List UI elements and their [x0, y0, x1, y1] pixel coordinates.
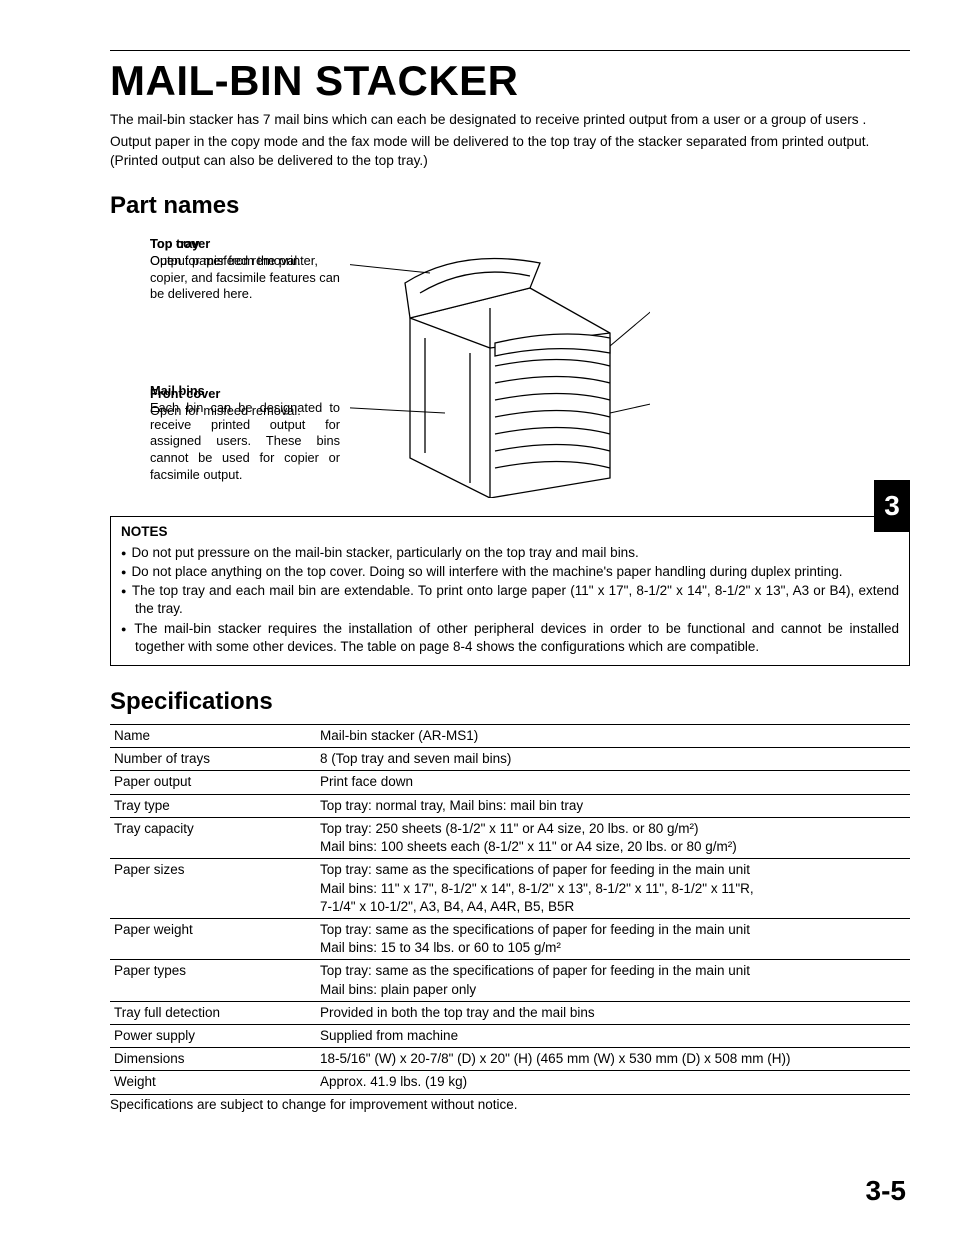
spec-value: Top tray: 250 sheets (8-1/2" x 11" or A4… [312, 817, 910, 858]
table-row: Paper typesTop tray: same as the specifi… [110, 960, 910, 1001]
spec-key: Paper weight [110, 918, 312, 959]
intro-paragraph-1: The mail-bin stacker has 7 mail bins whi… [110, 111, 910, 129]
spec-value: 18-5/16" (W) x 20-7/8" (D) x 20" (H) (46… [312, 1048, 910, 1071]
spec-key: Paper output [110, 771, 312, 794]
spec-value: Supplied from machine [312, 1025, 910, 1048]
spec-key: Number of trays [110, 748, 312, 771]
spec-key: Tray type [110, 794, 312, 817]
spec-key: Name [110, 724, 312, 747]
table-row: Tray typeTop tray: normal tray, Mail bin… [110, 794, 910, 817]
specifications-table: NameMail-bin stacker (AR-MS1)Number of t… [110, 724, 910, 1095]
section-part-names: Part names [110, 192, 910, 220]
section-specifications: Specifications [110, 688, 910, 716]
spec-footnote: Specifications are subject to change for… [110, 1097, 910, 1112]
spec-key: Weight [110, 1071, 312, 1094]
page-title: MAIL-BIN STACKER [110, 57, 910, 105]
spec-value: Top tray: same as the specifications of … [312, 960, 910, 1001]
top-rule [110, 50, 910, 51]
spec-key: Dimensions [110, 1048, 312, 1071]
spec-key: Paper sizes [110, 859, 312, 919]
callout-top-tray: Top tray Output paper from the printer, … [150, 236, 340, 303]
spec-value: Mail-bin stacker (AR-MS1) [312, 724, 910, 747]
part-names-diagram: Top cover Open for misfeed removal. Fron… [150, 228, 910, 508]
callout-mail-bins: Mail bins Each bin can be designated to … [150, 383, 340, 483]
table-row: WeightApprox. 41.9 lbs. (19 kg) [110, 1071, 910, 1094]
note-item: Do not put pressure on the mail-bin stac… [121, 544, 899, 562]
intro-paragraph-2: Output paper in the copy mode and the fa… [110, 133, 910, 170]
table-row: NameMail-bin stacker (AR-MS1) [110, 724, 910, 747]
notes-box: NOTES Do not put pressure on the mail-bi… [110, 516, 910, 666]
note-item: The mail-bin stacker requires the instal… [121, 620, 899, 656]
spec-value: Top tray: normal tray, Mail bins: mail b… [312, 794, 910, 817]
spec-key: Power supply [110, 1025, 312, 1048]
spec-value: Print face down [312, 771, 910, 794]
note-item: Do not place anything on the top cover. … [121, 563, 899, 581]
top-tray-label: Top tray [150, 236, 200, 251]
table-row: Tray full detectionProvided in both the … [110, 1001, 910, 1024]
mail-bin-stacker-icon [350, 238, 650, 498]
table-row: Dimensions18-5/16" (W) x 20-7/8" (D) x 2… [110, 1048, 910, 1071]
note-item: The top tray and each mail bin are exten… [121, 582, 899, 618]
notes-list: Do not put pressure on the mail-bin stac… [121, 544, 899, 656]
spec-key: Tray capacity [110, 817, 312, 858]
page-number: 3-5 [866, 1175, 906, 1207]
spec-key: Tray full detection [110, 1001, 312, 1024]
table-row: Paper sizesTop tray: same as the specifi… [110, 859, 910, 919]
spec-value: Top tray: same as the specifications of … [312, 918, 910, 959]
spec-value: 8 (Top tray and seven mail bins) [312, 748, 910, 771]
spec-value: Top tray: same as the specifications of … [312, 859, 910, 919]
top-tray-desc: Output paper from the printer, copier, a… [150, 253, 340, 301]
page-container: MAIL-BIN STACKER The mail-bin stacker ha… [0, 0, 954, 1235]
table-row: Paper weightTop tray: same as the specif… [110, 918, 910, 959]
table-row: Number of trays8 (Top tray and seven mai… [110, 748, 910, 771]
spec-value: Approx. 41.9 lbs. (19 kg) [312, 1071, 910, 1094]
table-row: Power supplySupplied from machine [110, 1025, 910, 1048]
notes-heading: NOTES [121, 523, 899, 541]
mail-bins-desc: Each bin can be designated to receive pr… [150, 400, 340, 482]
spec-value: Provided in both the top tray and the ma… [312, 1001, 910, 1024]
table-row: Tray capacityTop tray: 250 sheets (8-1/2… [110, 817, 910, 858]
chapter-tab: 3 [874, 480, 910, 532]
mail-bins-label: Mail bins [150, 383, 205, 398]
table-row: Paper outputPrint face down [110, 771, 910, 794]
spec-key: Paper types [110, 960, 312, 1001]
